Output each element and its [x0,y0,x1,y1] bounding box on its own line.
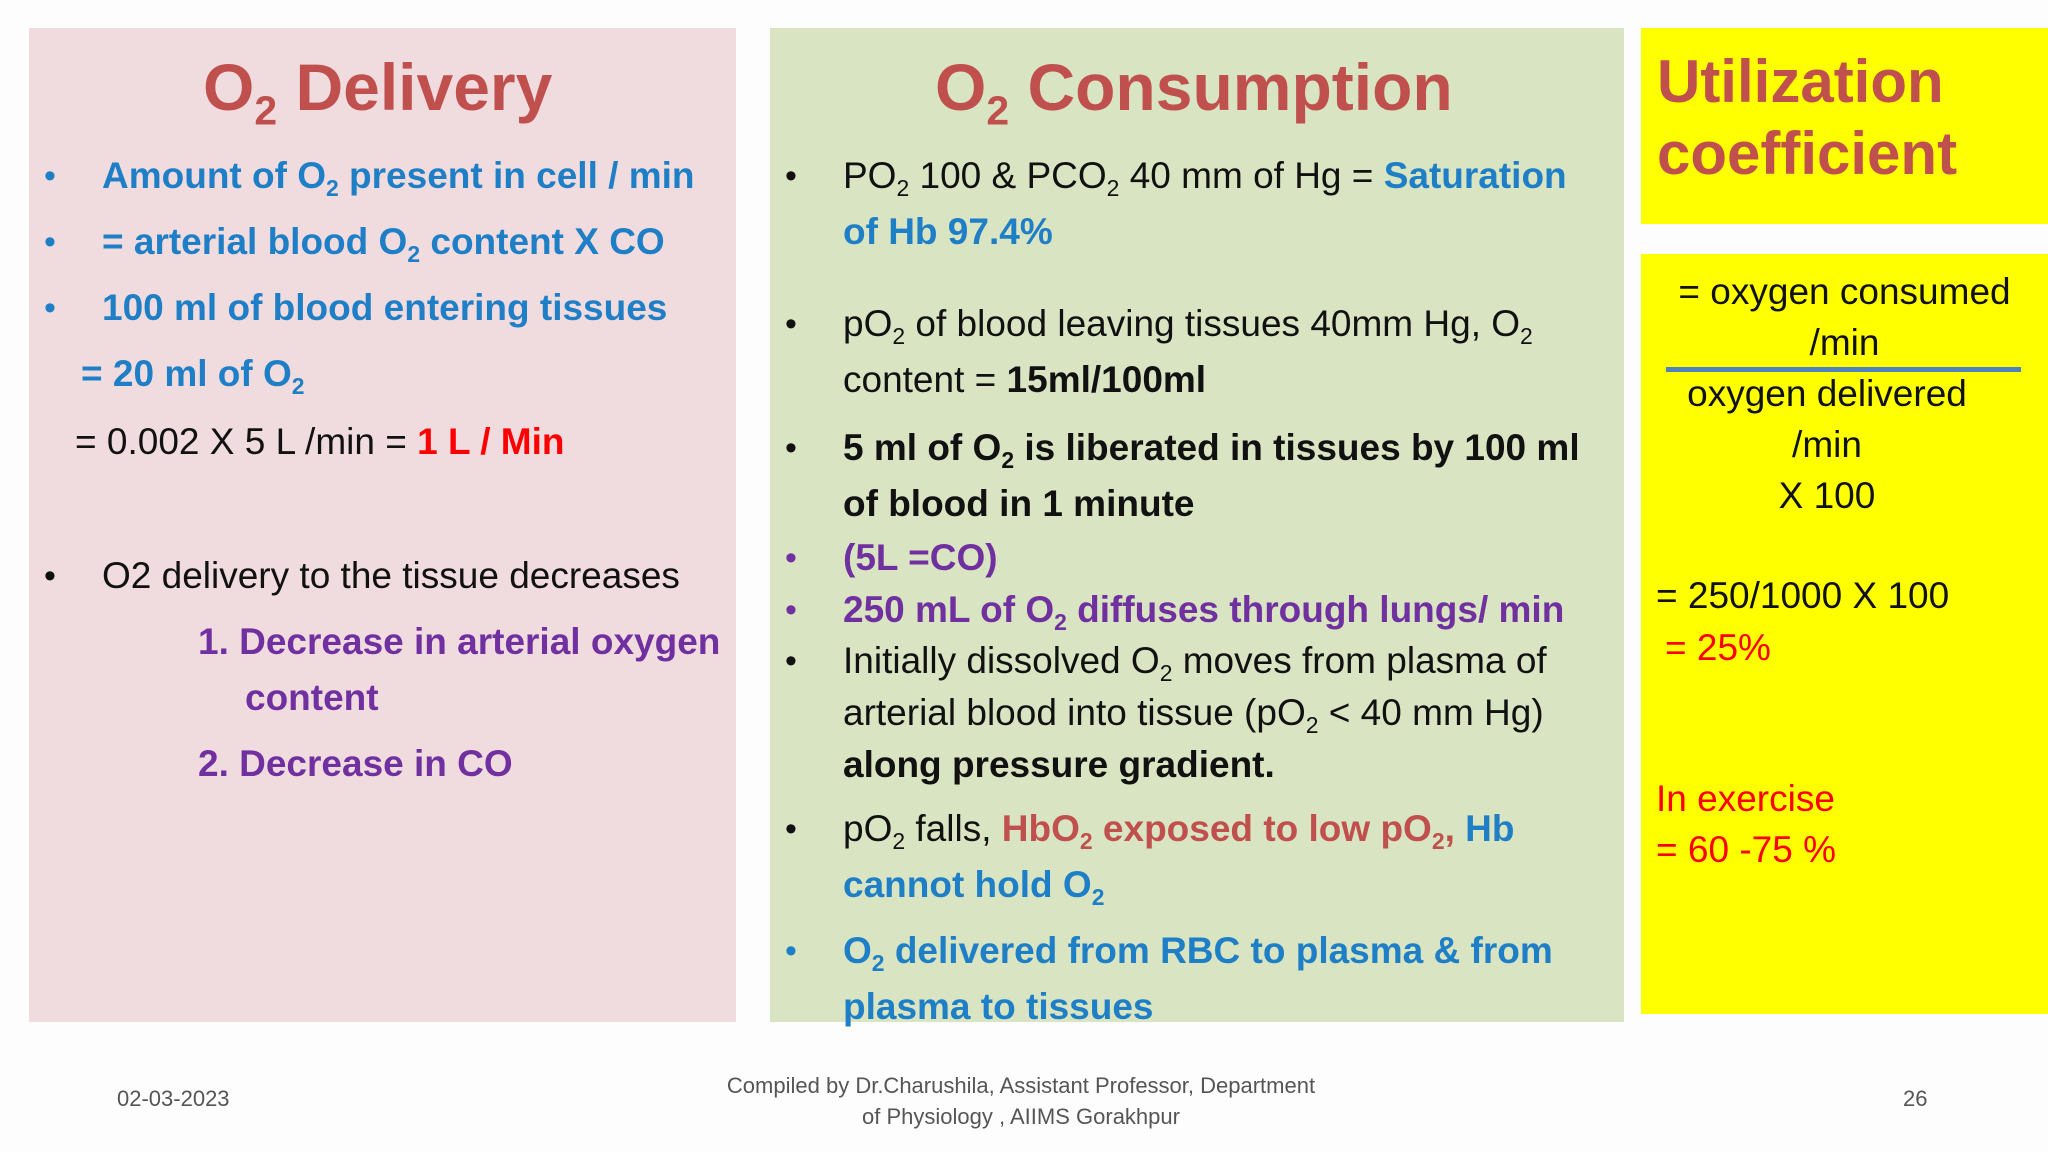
bullet-icon: • [785,810,797,848]
utilization-title: Utilization coefficient [1657,48,1958,187]
delivery-title: O2 Delivery [203,50,553,134]
utilization-exercise: In exercise = 60 -75 % [1656,778,1836,870]
utilization-calc: = 250/1000 X 100 [1656,575,1950,616]
delivery-decrease-1: 1. Decrease in arterial oxygen [198,621,721,662]
bullet-icon: • [44,223,56,261]
bullet-icon: • [785,157,797,195]
slide-date: 02-03-2023 [117,1086,230,1111]
consumption-leaving: pO2 of blood leaving tissues 40mm Hg, O2 [843,303,1533,350]
consumption-falls: pO2 falls, HbO2 exposed to low pO2, Hb [843,808,1515,855]
consumption-leaving-cont: content = 15ml/100ml [843,359,1207,400]
consumption-liberated: 5 ml of O2 is liberated in tissues by 10… [843,427,1580,474]
o2-delivery-panel: O2 Delivery • Amount of O2 present in ce… [29,28,736,1022]
consumption-falls-cont: cannot hold O2 [843,864,1105,911]
o2-consumption-panel: O2 Consumption • PO2 100 & PCO2 40 mm of… [770,28,1624,1027]
bullet-icon: • [44,557,56,595]
consumption-diffuses: 250 mL of O2 diffuses through lungs/ min [843,589,1565,636]
bullet-icon: • [785,591,797,629]
consumption-delivered-cont: plasma to tissues [843,986,1154,1027]
slide-page-number: 26 [1903,1086,1928,1111]
bullet-icon: • [44,157,56,195]
delivery-calc: = 0.002 X 5 L /min = 1 L / Min [75,421,565,462]
delivery-amount: Amount of O2 present in cell / min [102,155,695,202]
bullet-icon: • [785,932,797,970]
bullet-icon: • [785,642,797,680]
utilization-body-panel: = oxygen consumed /min oxygen delivered … [1641,254,2048,1014]
bullet-icon: • [785,429,797,467]
utilization-title-panel: Utilization coefficient [1641,28,2048,224]
utilization-result: = 25% [1665,627,1771,668]
delivery-entering: 100 ml of blood entering tissues [102,287,668,328]
slide-credit: Compiled by Dr.Charushila, Assistant Pro… [726,1073,1316,1129]
consumption-saturation-cont: of Hb 97.4% [843,211,1053,252]
utilization-denominator: oxygen delivered /min X 100 [1687,373,1967,516]
delivery-decrease-1-cont: content [245,677,379,718]
consumption-initially-end: along pressure gradient. [843,744,1275,785]
fraction-divider [1666,367,2021,372]
delivery-decrease-2: 2. Decrease in CO [198,743,513,784]
consumption-liberated-cont: of blood in 1 minute [843,483,1195,524]
consumption-saturation: PO2 100 & PCO2 40 mm of Hg = Saturation [843,155,1567,202]
bullet-icon: • [44,289,56,327]
consumption-delivered: O2 delivered from RBC to plasma & from [843,930,1553,977]
delivery-twenty: = 20 ml of O2 [81,353,305,400]
bullet-icon: • [785,305,797,343]
delivery-decrease: O2 delivery to the tissue decreases [102,555,680,596]
utilization-numerator: = oxygen consumed /min [1678,271,2011,363]
consumption-co: (5L =CO) [843,537,998,578]
consumption-initially: Initially dissolved O2 moves from plasma… [843,640,1547,687]
bullet-icon: • [785,539,797,577]
consumption-initially-cont: arterial blood into tissue (pO2 < 40 mm … [843,692,1544,739]
delivery-arterial: = arterial blood O2 content X CO [102,221,665,268]
consumption-title: O2 Consumption [935,50,1453,134]
